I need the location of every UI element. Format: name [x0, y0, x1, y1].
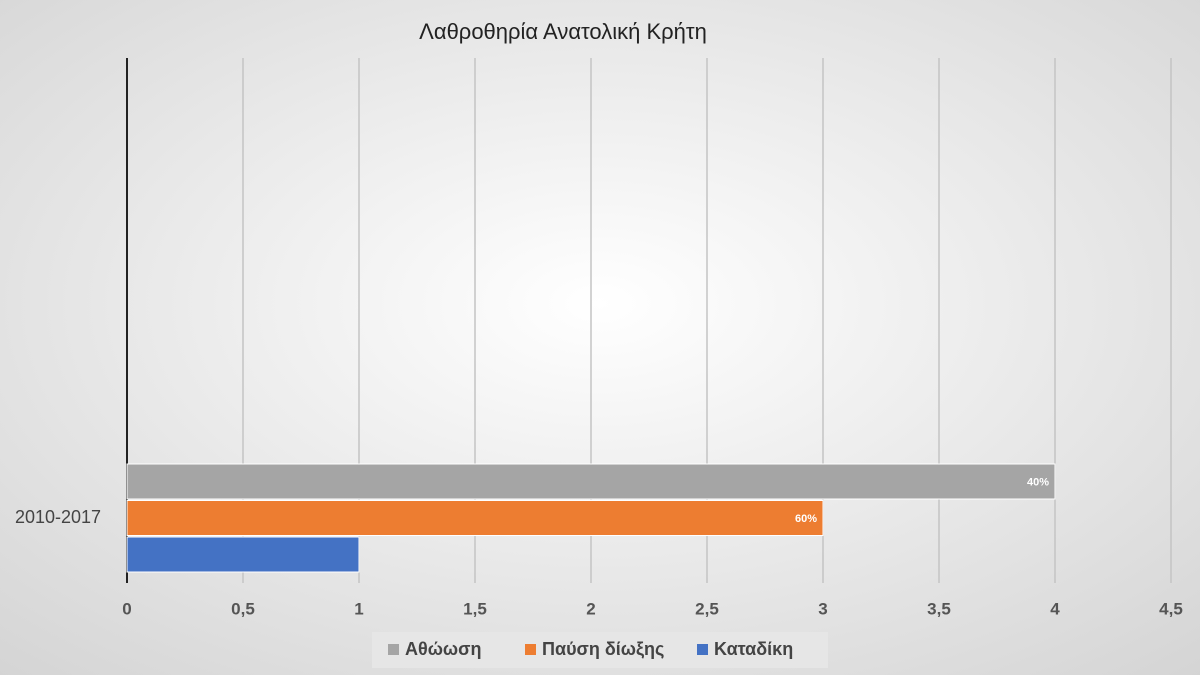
x-tick-label: 2: [586, 599, 595, 618]
x-tick-label: 4: [1050, 599, 1060, 618]
x-tick-label: 1: [354, 599, 363, 618]
legend-swatch: [525, 644, 536, 655]
bar-annotation: 60%: [795, 513, 817, 525]
legend-label: Καταδίκη: [714, 639, 793, 659]
x-tick-label: 3,5: [927, 599, 951, 618]
legend-swatch: [388, 644, 399, 655]
bar: [126, 463, 1056, 500]
legend-label: Παύση δίωξης: [542, 639, 664, 660]
chart-title: Λαθροθηρία Ανατολική Κρήτη: [419, 19, 707, 44]
bar: [126, 500, 824, 536]
legend-swatch: [697, 644, 708, 655]
bar-annotation: 40%: [1027, 476, 1049, 488]
x-tick-label: 1,5: [463, 599, 487, 618]
legend-box: [372, 632, 828, 668]
x-tick-label: 2,5: [695, 599, 719, 618]
x-tick-label: 3: [818, 599, 827, 618]
legend-label: Αθώωση: [405, 639, 481, 659]
x-tick-label: 4,5: [1159, 599, 1183, 618]
bar: [126, 536, 360, 573]
y-tick-label: 2010-2017: [15, 507, 101, 527]
x-tick-label: 0,5: [231, 599, 255, 618]
x-tick-label: 0: [122, 599, 131, 618]
